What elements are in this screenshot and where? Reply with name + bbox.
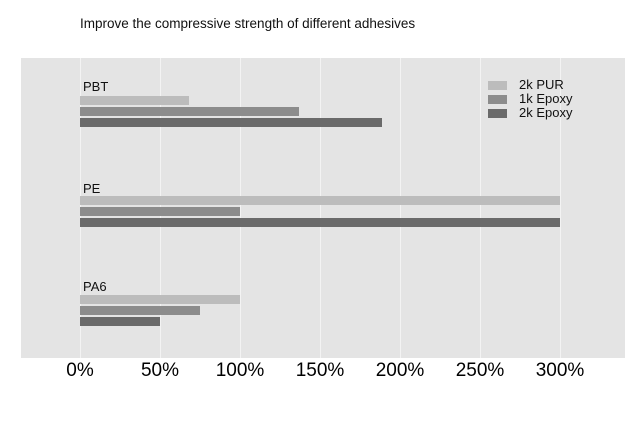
bar-pe-1k-epoxy — [80, 207, 240, 216]
x-tick-label-250-: 250% — [455, 360, 505, 381]
plot-area: PBT PE PA6 2k PUR 1k Epoxy 2k Epoxy — [21, 58, 625, 358]
legend-swatch-2k-epoxy — [488, 108, 507, 118]
legend-swatch-1k-epoxy — [488, 94, 507, 104]
legend-item-1k-epoxy: 1k Epoxy — [488, 92, 572, 106]
bar-pbt-1k-epoxy — [80, 107, 300, 116]
bar-pe-2k-epoxy — [80, 218, 560, 227]
chart-title: Improve the compressive strength of diff… — [80, 16, 416, 31]
bar-pa6-2k-epoxy — [80, 317, 160, 326]
legend-swatch-2k-pur — [488, 80, 507, 90]
gridline-200- — [400, 58, 401, 358]
category-label-pe: PE — [83, 181, 101, 196]
x-tick-label-50-: 50% — [140, 360, 180, 381]
gridline-100- — [240, 58, 241, 358]
x-tick-label-200-: 200% — [375, 360, 425, 381]
legend-label-1k-epoxy: 1k Epoxy — [519, 91, 573, 106]
legend-label-2k-epoxy: 2k Epoxy — [519, 105, 573, 120]
legend-label-2k-pur: 2k PUR — [519, 77, 564, 92]
bar-pa6-1k-epoxy — [80, 306, 200, 315]
category-label-pbt: PBT — [83, 79, 109, 94]
gridline-250- — [480, 58, 481, 358]
x-tick-label-300-: 300% — [535, 360, 585, 381]
bar-pe-2k-pur — [80, 196, 560, 205]
gridline-150- — [320, 58, 321, 358]
bar-pa6-2k-pur — [80, 295, 240, 304]
x-tick-label-150-: 150% — [295, 360, 345, 381]
legend-item-2k-epoxy: 2k Epoxy — [488, 106, 572, 120]
legend: 2k PUR 1k Epoxy 2k Epoxy — [488, 78, 572, 120]
x-tick-label-100-: 100% — [215, 360, 265, 381]
category-label-pa6: PA6 — [83, 279, 107, 294]
bar-pbt-2k-epoxy — [80, 118, 383, 127]
gridline-300- — [560, 58, 561, 358]
x-axis: 0% 50% 100% 150% 200% 250% 300% — [0, 360, 640, 390]
legend-item-2k-pur: 2k PUR — [488, 78, 572, 92]
bar-pbt-2k-pur — [80, 96, 189, 105]
x-tick-label-0-: 0% — [66, 360, 94, 381]
